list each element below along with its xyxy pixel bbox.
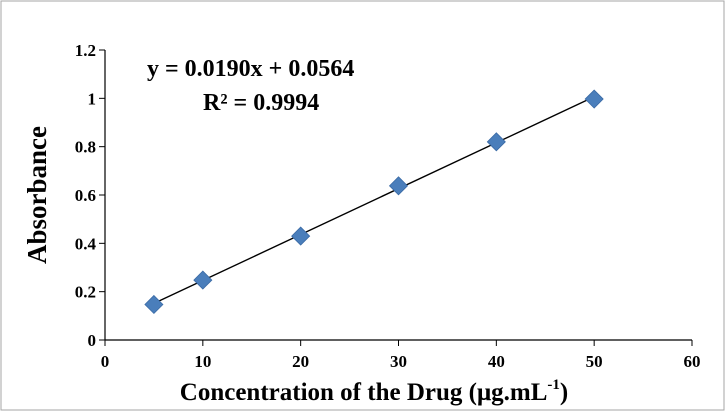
y-tick-label: 0: [88, 331, 97, 350]
x-axis-title-superscript: -1: [547, 377, 560, 393]
trendline-equation: y = 0.0190x + 0.0564: [147, 56, 354, 82]
x-tick-label: 20: [292, 352, 309, 371]
r-squared-label: R² = 0.9994: [203, 90, 319, 116]
x-axis-ticks: 0 10 20 30 40 50 60: [101, 340, 701, 371]
y-axis-title: Absorbance: [22, 126, 52, 264]
data-points: [144, 89, 604, 315]
data-point: [193, 270, 213, 290]
trendline: [153, 96, 595, 305]
x-axis-title: Concentration of the Drug (μg.mL-1): [180, 377, 568, 406]
y-tick-label: 0.6: [75, 186, 96, 205]
x-tick-label: 50: [586, 352, 603, 371]
data-point: [584, 89, 604, 109]
x-tick-label: 40: [488, 352, 505, 371]
y-tick-label: 1.2: [75, 41, 96, 60]
y-axis-ticks: 0 0.2 0.4 0.6 0.8 1 1.2: [75, 41, 105, 350]
y-tick-label: 0.4: [75, 234, 97, 253]
x-axis-title-main: Concentration of the Drug (μg.mL: [180, 379, 548, 406]
y-tick-label: 0.8: [75, 138, 96, 157]
x-tick-label: 60: [684, 352, 701, 371]
data-point: [291, 226, 311, 246]
x-axis-title-suffix: ): [560, 379, 568, 406]
data-point: [388, 176, 409, 196]
data-point: [144, 294, 164, 315]
y-tick-label: 0.2: [75, 283, 96, 302]
data-point: [486, 132, 506, 152]
x-tick-label: 0: [101, 352, 110, 371]
x-tick-label: 30: [390, 352, 407, 371]
x-tick-label: 10: [194, 352, 211, 371]
y-tick-label: 1: [88, 89, 97, 108]
